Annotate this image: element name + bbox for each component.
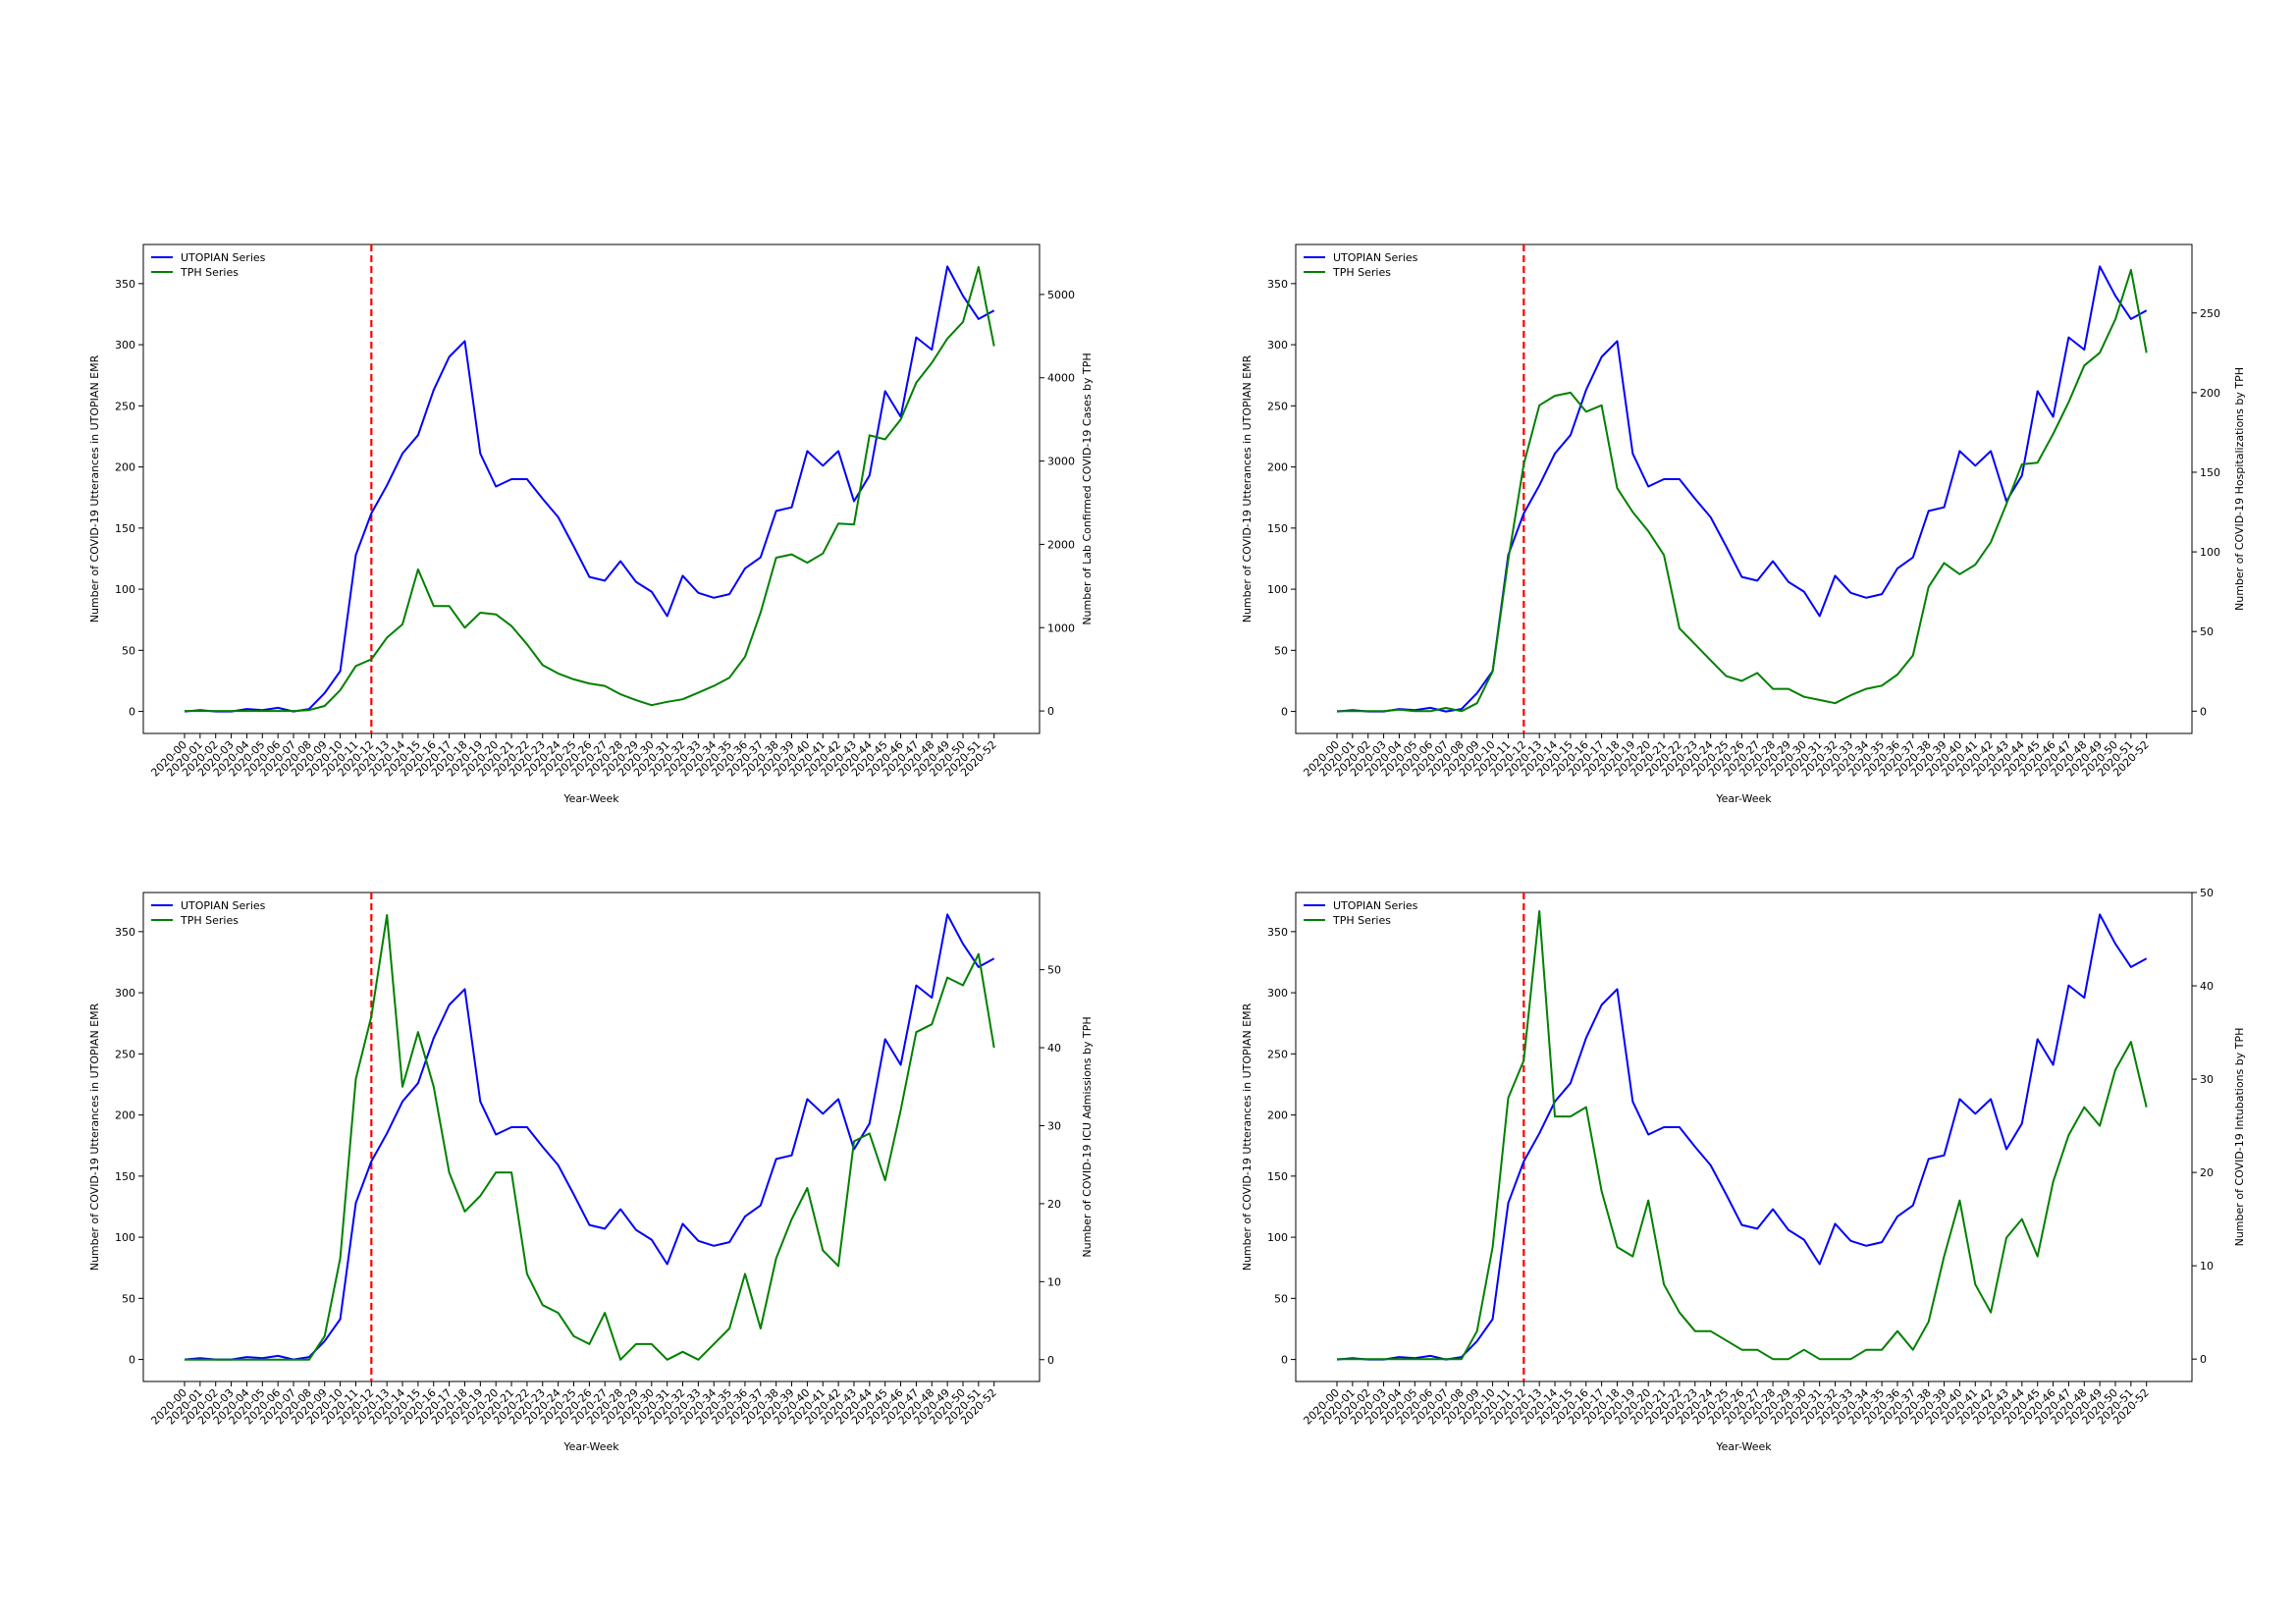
y-right-tick-label: 0 bbox=[2200, 1353, 2207, 1366]
y-tick-label: 100 bbox=[1267, 1231, 1288, 1244]
y-right-tick-label: 200 bbox=[2200, 387, 2220, 400]
chart-panel-3: 050100150200250300350010203040502020-002… bbox=[88, 892, 1094, 1453]
y-tick-label: 250 bbox=[1267, 1048, 1288, 1060]
y-tick-label: 150 bbox=[1267, 1170, 1288, 1183]
y-tick-label: 0 bbox=[1281, 706, 1288, 719]
y-axis-label: Number of COVID-19 Utterances in UTOPIAN… bbox=[88, 1002, 101, 1271]
utopian-series-line bbox=[1336, 265, 2148, 713]
y-right-tick-label: 2000 bbox=[1047, 538, 1075, 551]
utopian-series-line bbox=[184, 913, 995, 1361]
y-right-tick-label: 100 bbox=[2200, 546, 2220, 559]
legend: UTOPIAN Series TPH Series bbox=[151, 899, 266, 927]
y-tick-label: 100 bbox=[1267, 583, 1288, 596]
y-right-tick-label: 250 bbox=[2200, 307, 2220, 320]
y-tick-label: 0 bbox=[1281, 1354, 1288, 1367]
y-tick-label: 250 bbox=[115, 400, 135, 412]
legend-label: UTOPIAN Series bbox=[181, 899, 266, 912]
y-right-axis-label: Number of COVID-19 ICU Admissions by TPH bbox=[1081, 1016, 1094, 1257]
plot-frame bbox=[142, 244, 1041, 734]
y-tick-label: 300 bbox=[1267, 339, 1288, 352]
y-right-tick-label: 10 bbox=[2200, 1260, 2214, 1272]
legend-label: TPH Series bbox=[1332, 914, 1391, 927]
legend-label: TPH Series bbox=[180, 266, 239, 279]
y-right-tick-label: 20 bbox=[2200, 1166, 2214, 1179]
x-axis-label: Year-Week bbox=[562, 1440, 619, 1453]
y-axis-label: Number of COVID-19 Utterances in UTOPIAN… bbox=[88, 354, 101, 623]
y-tick-label: 150 bbox=[115, 1170, 135, 1183]
y-right-tick-label: 0 bbox=[1047, 1354, 1054, 1367]
utopian-series-line bbox=[1336, 913, 2148, 1361]
y-tick-label: 350 bbox=[115, 926, 135, 939]
y-right-tick-label: 4000 bbox=[1047, 372, 1075, 385]
y-tick-label: 200 bbox=[1267, 461, 1288, 474]
tph-series-line bbox=[185, 265, 995, 713]
x-axis-label: Year-Week bbox=[562, 792, 619, 805]
utopian-series-line bbox=[184, 265, 995, 713]
y-tick-label: 200 bbox=[115, 461, 135, 474]
x-axis-label: Year-Week bbox=[1715, 792, 1772, 805]
plot-frame bbox=[1295, 244, 2193, 734]
y-tick-label: 350 bbox=[1267, 926, 1288, 939]
x-axis-label: Year-Week bbox=[1715, 1440, 1772, 1453]
y-tick-label: 350 bbox=[1267, 278, 1288, 291]
y-right-tick-label: 40 bbox=[1047, 1042, 1061, 1055]
y-tick-label: 300 bbox=[115, 987, 135, 1000]
y-tick-label: 150 bbox=[115, 522, 135, 535]
y-tick-label: 50 bbox=[1274, 1292, 1288, 1305]
legend: UTOPIAN Series TPH Series bbox=[1304, 899, 1418, 927]
y-right-tick-label: 20 bbox=[1047, 1198, 1061, 1211]
legend-label: UTOPIAN Series bbox=[181, 251, 266, 264]
y-right-tick-label: 50 bbox=[1047, 964, 1061, 977]
y-axis-label: Number of COVID-19 Utterances in UTOPIAN… bbox=[1241, 1002, 1254, 1271]
y-right-axis-label: Number of Lab Confirmed COVID-19 Cases b… bbox=[1081, 352, 1094, 624]
legend-label: TPH Series bbox=[1332, 266, 1391, 279]
y-tick-label: 250 bbox=[115, 1048, 135, 1060]
y-axis-label: Number of COVID-19 Utterances in UTOPIAN… bbox=[1241, 354, 1254, 623]
y-right-tick-label: 40 bbox=[2200, 980, 2214, 993]
legend-label: UTOPIAN Series bbox=[1333, 251, 1418, 264]
plot-frame bbox=[1295, 892, 2193, 1382]
y-tick-label: 300 bbox=[1267, 987, 1288, 1000]
y-tick-label: 50 bbox=[122, 644, 135, 657]
y-tick-label: 0 bbox=[129, 1354, 135, 1367]
y-right-axis-label: Number of COVID-19 Intubations by TPH bbox=[2233, 1028, 2246, 1247]
y-tick-label: 350 bbox=[115, 278, 135, 291]
y-tick-label: 250 bbox=[1267, 400, 1288, 412]
y-right-tick-label: 3000 bbox=[1047, 456, 1075, 468]
y-right-tick-label: 10 bbox=[1047, 1275, 1061, 1288]
y-tick-label: 200 bbox=[115, 1110, 135, 1122]
tph-series-line bbox=[185, 914, 995, 1361]
chart-panel-4: 050100150200250300350010203040502020-002… bbox=[1241, 887, 2246, 1453]
legend: UTOPIAN Series TPH Series bbox=[151, 251, 266, 279]
tph-series-line bbox=[1337, 910, 2148, 1361]
y-right-axis-label: Number of COVID-19 Hospitalizations by T… bbox=[2233, 367, 2246, 611]
y-right-tick-label: 30 bbox=[1047, 1119, 1061, 1132]
y-right-tick-label: 150 bbox=[2200, 466, 2220, 479]
y-tick-label: 100 bbox=[115, 1231, 135, 1244]
legend: UTOPIAN Series TPH Series bbox=[1304, 251, 1418, 279]
y-tick-label: 100 bbox=[115, 583, 135, 596]
y-right-tick-label: 5000 bbox=[1047, 289, 1075, 301]
y-tick-label: 150 bbox=[1267, 522, 1288, 535]
legend-label: TPH Series bbox=[180, 914, 239, 927]
y-right-tick-label: 1000 bbox=[1047, 622, 1075, 634]
y-right-tick-label: 30 bbox=[2200, 1073, 2214, 1086]
y-tick-label: 50 bbox=[1274, 644, 1288, 657]
chart-panel-2: 0501001502002503003500501001502002502020… bbox=[1241, 244, 2246, 805]
y-right-tick-label: 0 bbox=[1047, 705, 1054, 718]
legend-label: UTOPIAN Series bbox=[1333, 899, 1418, 912]
y-right-tick-label: 0 bbox=[2200, 705, 2207, 718]
chart-panel-1: 0 50 100 150 200 250 300 350 0 1000 2000 3000 4000 50… bbox=[88, 244, 1094, 805]
y-tick-label: 0 bbox=[129, 706, 135, 719]
plot-frame bbox=[142, 892, 1041, 1382]
y-tick-label: 200 bbox=[1267, 1110, 1288, 1122]
tph-series-line bbox=[1337, 269, 2148, 713]
y-tick-label: 300 bbox=[115, 339, 135, 352]
y-right-tick-label: 50 bbox=[2200, 625, 2214, 638]
y-right-tick-label: 50 bbox=[2200, 887, 2214, 899]
y-tick-label: 50 bbox=[122, 1292, 135, 1305]
